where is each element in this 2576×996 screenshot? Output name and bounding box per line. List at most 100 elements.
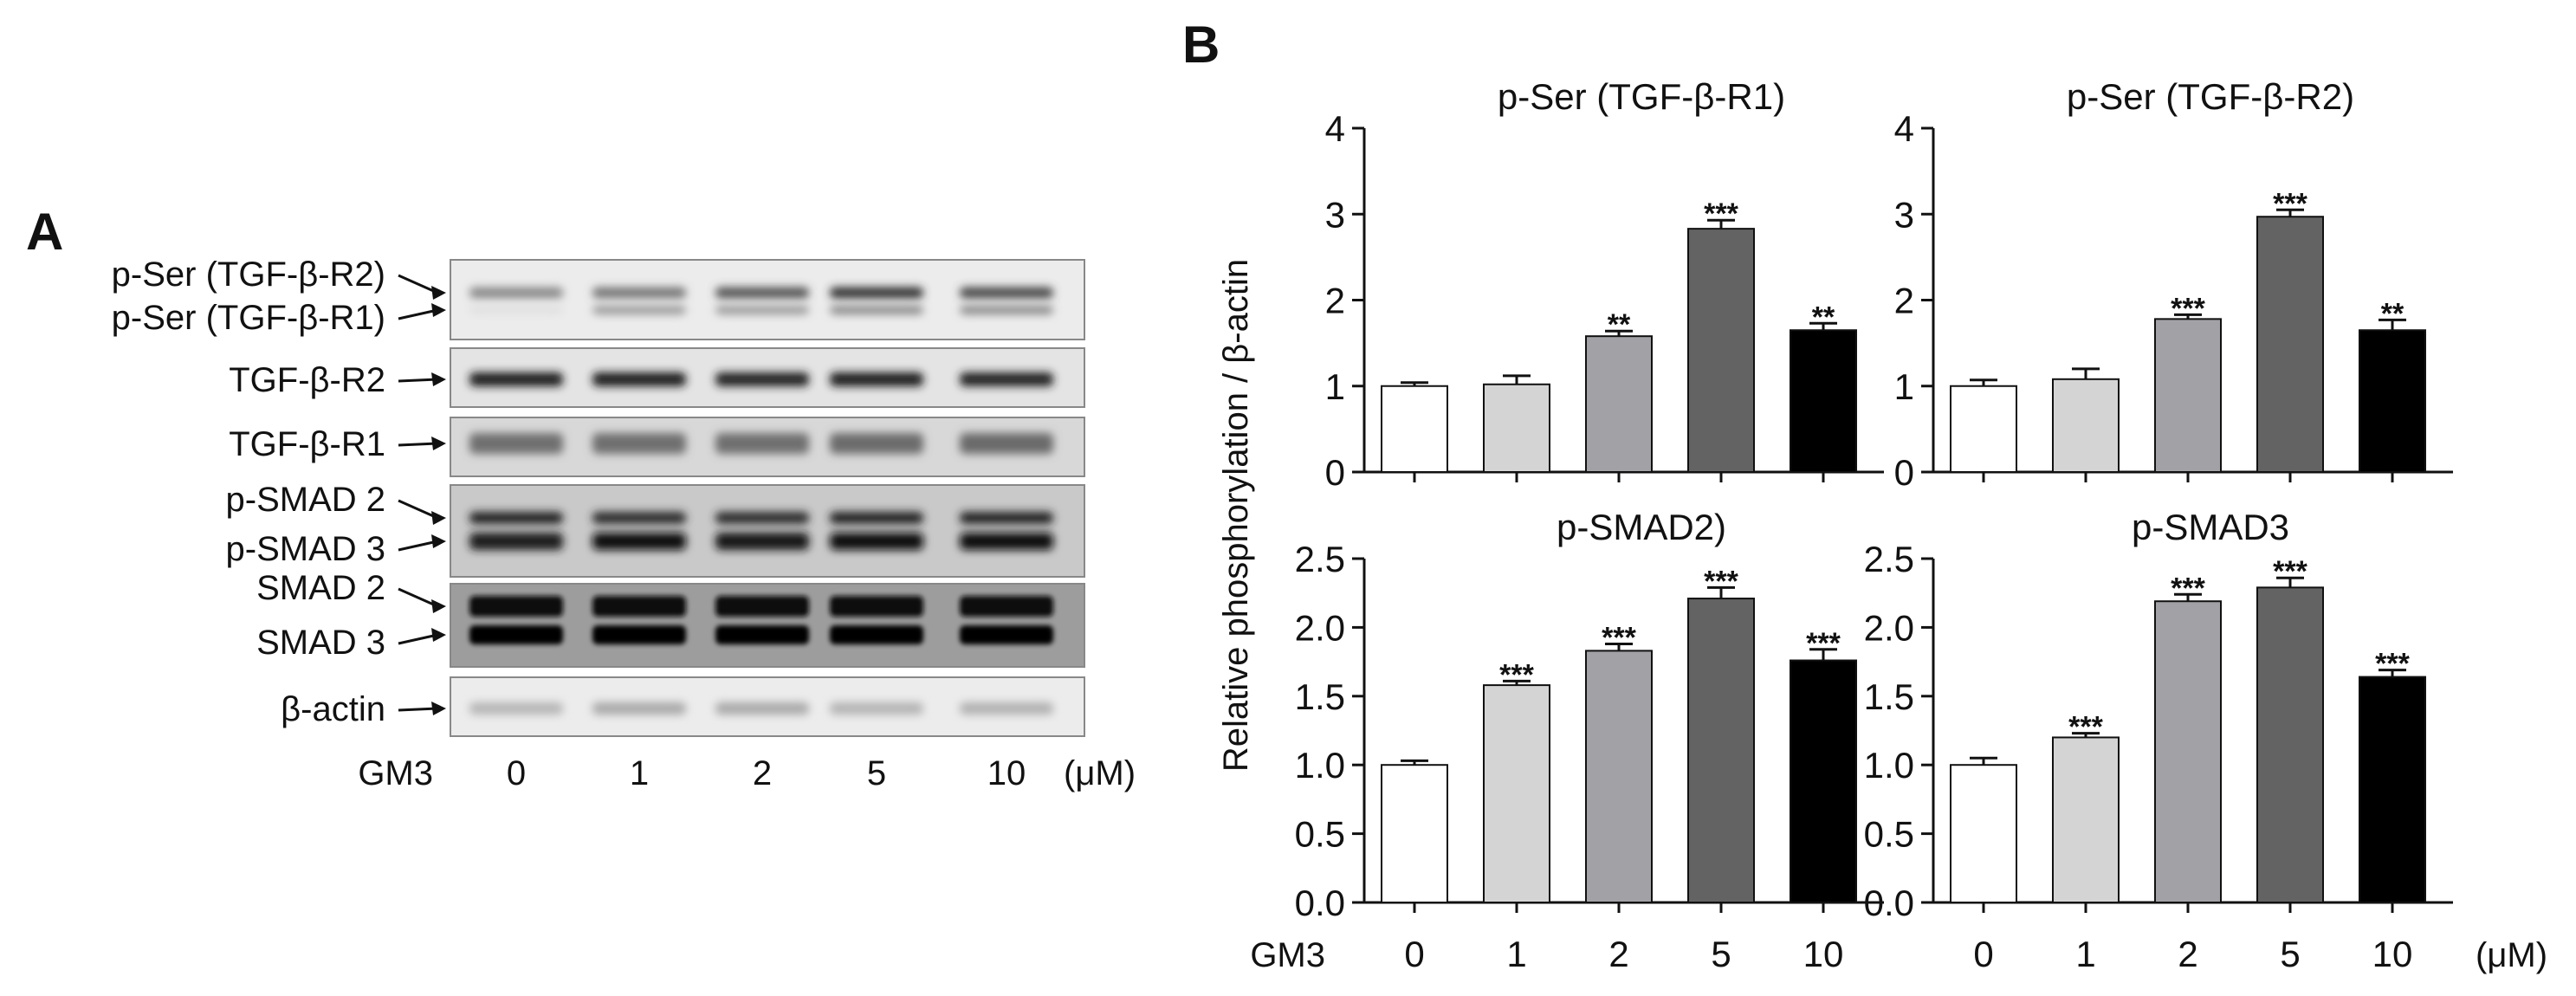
- blot-strip: [450, 676, 1085, 737]
- blot-band: [592, 533, 686, 550]
- bar: [1687, 598, 1755, 903]
- blot-band: [715, 433, 809, 454]
- x-tick-label: 1: [2075, 934, 2095, 974]
- lane-label: 1: [630, 754, 649, 792]
- significance-label: ***: [2273, 187, 2307, 220]
- significance-label: ***: [1602, 621, 1636, 654]
- blot-label-arrow: [398, 540, 438, 552]
- bar: [1585, 650, 1653, 903]
- blot-band: [592, 306, 686, 314]
- chart-title: p-SMAD3: [2132, 507, 2289, 547]
- blot-band: [592, 372, 686, 386]
- blot-label-arrowhead: [431, 628, 446, 642]
- bar: [2256, 586, 2324, 904]
- y-tick-label: 2.0: [1295, 607, 1345, 648]
- blot-strip: [450, 583, 1085, 668]
- blot-strip: [450, 484, 1085, 578]
- x-tick-label: 0: [1404, 934, 1424, 974]
- lane-labels: GM3 (μM) 0 1 2 5 10: [358, 754, 1136, 792]
- bar: [1483, 684, 1550, 904]
- bar: [1585, 335, 1653, 473]
- y-tick-label: 2.5: [1295, 539, 1345, 579]
- bar: [1483, 383, 1550, 474]
- y-tick-label: 4: [1325, 108, 1345, 149]
- blot-band: [830, 596, 923, 617]
- significance-label: ***: [2068, 711, 2103, 744]
- blot-label-arrow: [398, 633, 438, 645]
- chart-title: p-SMAD2): [1557, 507, 1726, 547]
- blot-band: [469, 596, 563, 617]
- chart-unit-label: (μM): [2476, 936, 2547, 974]
- blot-label: p-Ser (TGF-β-R1): [112, 299, 385, 337]
- significance-label: **: [1608, 308, 1631, 341]
- blot-label: SMAD 3: [256, 624, 385, 662]
- blot-label-arrow: [398, 442, 438, 447]
- bar: [2359, 676, 2426, 903]
- blot-band: [592, 433, 686, 454]
- significance-label: ***: [1704, 565, 1738, 598]
- blot-label-arrowhead: [431, 702, 446, 715]
- blot-label-arrow: [398, 707, 438, 712]
- blot-band: [830, 372, 923, 386]
- significance-label: ***: [1499, 658, 1534, 691]
- bar: [1381, 764, 1448, 904]
- y-tick-label: 4: [1894, 108, 1914, 149]
- panel-b-letter: B: [1182, 16, 1220, 74]
- significance-label: ***: [1704, 197, 1738, 230]
- blot-label-arrowhead: [431, 599, 446, 613]
- blot-band: [830, 306, 923, 314]
- bar: [2052, 736, 2120, 903]
- bar: [1687, 228, 1755, 473]
- blot-label-arrowhead: [431, 511, 446, 525]
- y-axis-label: Relative phosphorylation / β-actin: [1217, 259, 1255, 772]
- blot-strip-background: [450, 259, 1085, 340]
- x-tick-label: 5: [1711, 934, 1731, 974]
- blot-band: [960, 512, 1053, 524]
- x-tick-label: 1: [1506, 934, 1526, 974]
- treatment-label: GM3: [358, 754, 433, 792]
- lane-label: 0: [507, 754, 526, 792]
- blot-band: [469, 287, 563, 299]
- y-tick-label: 0.5: [1864, 814, 1914, 855]
- bar: [1790, 659, 1857, 904]
- unit-label: (μM): [1064, 754, 1136, 792]
- blot-label: TGF-β-R2: [229, 361, 385, 399]
- blot-label: p-SMAD 2: [226, 481, 386, 519]
- y-tick-label: 2: [1325, 281, 1345, 321]
- blot-band: [469, 306, 563, 314]
- y-tick-label: 1.5: [1864, 676, 1914, 717]
- y-tick-label: 1: [1325, 366, 1345, 407]
- x-tick-label: 10: [1803, 934, 1844, 974]
- blot-band: [592, 512, 686, 524]
- bar: [2359, 329, 2426, 473]
- blot-band: [830, 625, 923, 644]
- y-tick-label: 1.5: [1295, 676, 1345, 717]
- bar: [2052, 378, 2120, 473]
- y-tick-label: 0: [1894, 452, 1914, 493]
- panel-a-letter: A: [26, 203, 63, 261]
- blot-label-arrow: [398, 274, 438, 294]
- blot-band: [715, 372, 809, 386]
- blot-band: [960, 433, 1053, 454]
- blot-label-arrowhead: [431, 534, 446, 548]
- y-tick-label: 2: [1894, 281, 1914, 321]
- chart-title: p-Ser (TGF-β-R1): [1498, 76, 1785, 117]
- bar-chart: p-SMAD3 0.0 0.5 1.0 1.5 2.0 2.5 0 *** 1 *** 2 *** 5 **…: [1864, 507, 2453, 974]
- blot-band: [592, 702, 686, 715]
- y-tick-label: 2.0: [1864, 607, 1914, 648]
- blot-band: [469, 625, 563, 644]
- western-blots: [450, 259, 1085, 737]
- blot-strip: [450, 347, 1085, 408]
- blot-band: [715, 306, 809, 314]
- blot-band: [830, 533, 923, 550]
- panel-b: B Relative phosphorylation / β-actin p-S…: [1182, 16, 2547, 974]
- blot-band: [592, 287, 686, 299]
- blot-band: [469, 433, 563, 454]
- blot-band: [469, 533, 563, 550]
- blot-band: [960, 306, 1053, 314]
- y-tick-label: 1: [1894, 366, 1914, 407]
- blot-band: [715, 533, 809, 550]
- x-tick-label: 2: [1608, 934, 1628, 974]
